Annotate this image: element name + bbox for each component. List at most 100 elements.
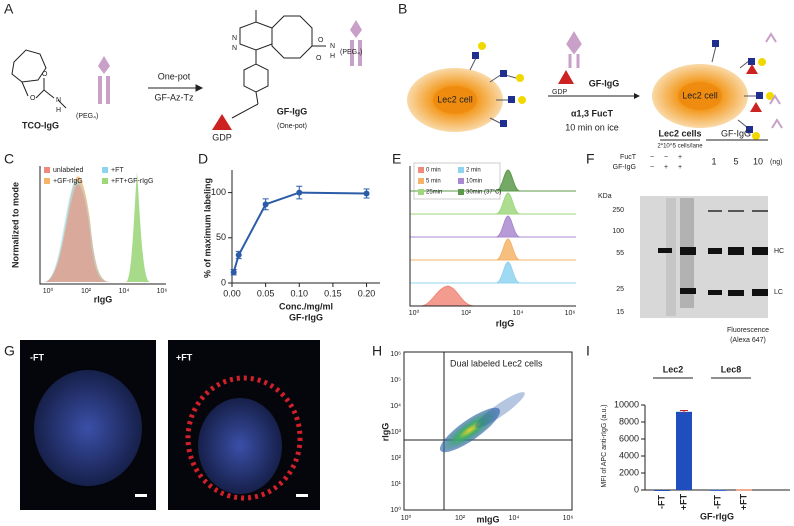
label: One-pot bbox=[158, 71, 191, 81]
bar bbox=[654, 490, 670, 491]
caption: Fluorescence bbox=[727, 327, 769, 334]
panel-letter: H bbox=[372, 343, 382, 359]
bar bbox=[676, 411, 692, 490]
axis-label: rIgG bbox=[380, 423, 390, 442]
axis bbox=[644, 405, 790, 491]
panel-letter: F bbox=[586, 151, 595, 167]
scheme-a-labels: TCO-IgG (PEG₄) One-pot GF-Az-Tz GF-IgG (… bbox=[22, 35, 362, 143]
y-tick-label: 6000 bbox=[619, 433, 639, 443]
image-label: -FT bbox=[30, 352, 44, 362]
x-tick-label: 10² bbox=[461, 310, 472, 317]
atom: N bbox=[330, 43, 335, 50]
label: FucT bbox=[620, 154, 637, 161]
point bbox=[262, 201, 269, 208]
legend-swatch bbox=[458, 178, 464, 184]
label: Lec2 cells bbox=[658, 128, 701, 138]
panel-letter: I bbox=[586, 343, 590, 359]
axis-label: GF-rIgG bbox=[700, 511, 734, 521]
x-tick-label: 10² bbox=[455, 515, 466, 522]
point bbox=[230, 269, 237, 276]
label: Lec2 cell bbox=[682, 90, 718, 100]
x-tick-label: 0.10 bbox=[291, 288, 309, 298]
label: (PEG₄) bbox=[76, 113, 98, 120]
panel-letter: E bbox=[392, 151, 401, 167]
atom: O bbox=[316, 55, 322, 62]
scheme-b-labels: Lec2 cell Lec2 cell GDP GF-IgG α1,3 FucT… bbox=[437, 78, 718, 132]
y-tick-label: 8000 bbox=[619, 416, 639, 426]
atom: H bbox=[330, 53, 335, 60]
marker-label: 250 bbox=[612, 207, 624, 214]
x-tick-label: 10⁴ bbox=[119, 288, 130, 295]
x-tick-label: 10⁶ bbox=[565, 310, 576, 317]
label: (PEG₄) bbox=[340, 49, 362, 56]
plot-title: Dual labeled Lec2 cells bbox=[450, 358, 543, 368]
amount: 5 bbox=[733, 156, 738, 166]
legend-swatch bbox=[44, 178, 50, 184]
legend-label: 2 min bbox=[466, 168, 481, 174]
x-tick-label: 10² bbox=[81, 288, 92, 295]
x-tick-label: 10⁶ bbox=[157, 288, 168, 295]
label: GDP bbox=[212, 132, 232, 142]
scheme-b bbox=[407, 31, 783, 140]
y-tick-label: 10⁵ bbox=[390, 377, 401, 384]
y-tick-label: 10¹ bbox=[391, 481, 402, 488]
x-tick-label: 10⁴ bbox=[513, 310, 524, 317]
x-tick-label: 0.00 bbox=[223, 288, 241, 298]
axis-label: mIgG bbox=[476, 514, 499, 524]
legend-swatch bbox=[44, 167, 50, 173]
panel-e bbox=[409, 162, 576, 307]
label: GF-IgG bbox=[613, 164, 636, 171]
legend-label: 0 min bbox=[426, 168, 441, 174]
x-tick-label: 10⁴ bbox=[509, 515, 520, 522]
panel-letter: A bbox=[4, 1, 14, 17]
label: GF-IgG bbox=[589, 78, 620, 88]
point bbox=[235, 251, 242, 258]
panel-g bbox=[20, 340, 320, 510]
label: (One-pot) bbox=[277, 123, 307, 130]
image-label: +FT bbox=[176, 352, 193, 362]
legend-swatch bbox=[102, 167, 108, 173]
label: 2*10^5 cells/lane bbox=[657, 144, 703, 150]
x-tick-label: 0.20 bbox=[358, 288, 376, 298]
y-tick-label: 10⁰ bbox=[390, 506, 401, 514]
bar bbox=[736, 489, 752, 491]
x-tick-label: 0.15 bbox=[324, 288, 342, 298]
bar bbox=[710, 489, 726, 491]
label: Lec2 cell bbox=[437, 94, 473, 104]
panel-h bbox=[403, 351, 573, 511]
histogram bbox=[495, 192, 521, 215]
error-bar bbox=[680, 410, 688, 414]
marker-label: 100 bbox=[612, 228, 624, 235]
caption: (Alexa 647) bbox=[730, 337, 766, 344]
legend-swatch bbox=[458, 189, 464, 195]
label: α1,3 FucT bbox=[571, 108, 614, 118]
panel-f bbox=[640, 139, 768, 318]
sign: − bbox=[650, 154, 654, 161]
y-tick-label: 10² bbox=[391, 455, 402, 462]
legend-label: +FT+GF-rIgG bbox=[111, 178, 153, 185]
axis-label: GF-rIgG bbox=[289, 312, 323, 322]
sign: + bbox=[678, 164, 682, 171]
axis-label: Conc./mg/ml bbox=[279, 301, 333, 311]
sign: + bbox=[664, 164, 668, 171]
label: GF-IgG bbox=[277, 106, 308, 116]
histogram bbox=[495, 215, 521, 238]
histogram bbox=[419, 285, 475, 307]
line bbox=[232, 191, 367, 273]
legend-label: 10min bbox=[466, 179, 482, 185]
atom: N bbox=[232, 45, 237, 52]
point bbox=[363, 190, 370, 197]
legend-swatch bbox=[418, 189, 424, 195]
axis-label: % of maximum labeling bbox=[202, 178, 212, 278]
panel-c bbox=[39, 166, 166, 285]
x-tick-label: -FT bbox=[656, 495, 666, 509]
x-tick-label: 10⁰ bbox=[43, 287, 54, 295]
atom: O bbox=[318, 37, 324, 44]
sign: − bbox=[664, 154, 668, 161]
x-tick-label: +FT bbox=[738, 493, 748, 510]
y-tick-label: 50 bbox=[216, 232, 226, 242]
histogram bbox=[495, 169, 521, 192]
group-label: Lec8 bbox=[721, 364, 742, 374]
panel-letters: A B C D E F G H I bbox=[4, 1, 595, 359]
label: GF-Az-Tz bbox=[155, 92, 194, 102]
